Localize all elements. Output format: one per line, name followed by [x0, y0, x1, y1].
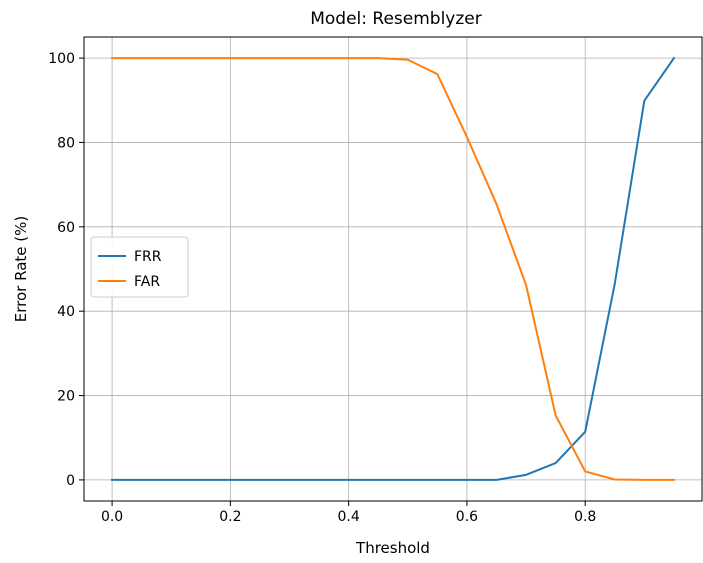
y-tick-label: 60 [57, 220, 75, 236]
y-tick-label: 100 [48, 51, 75, 67]
y-tick-label: 40 [57, 304, 75, 320]
series-line-far [111, 57, 675, 481]
legend: FRR FAR [90, 236, 189, 298]
legend-label-frr: FRR [134, 249, 162, 265]
x-tick-label: 0.8 [574, 509, 596, 525]
legend-label-far: FAR [134, 274, 160, 290]
axis-ticks: 0.0 0.2 0.4 0.6 0.8 0 20 40 60 80 100 [48, 51, 596, 525]
x-tick-label: 0.2 [219, 509, 241, 525]
x-tick-label: 0.0 [101, 509, 123, 525]
y-tick-label: 20 [57, 389, 75, 405]
x-tick-label: 0.6 [456, 509, 478, 525]
x-tick-label: 0.4 [338, 509, 360, 525]
plot-frame [83, 36, 703, 502]
series-line-frr [111, 56, 676, 481]
y-tick-label: 80 [57, 135, 75, 151]
plot-series [111, 56, 676, 481]
y-tick-label: 0 [66, 473, 75, 489]
x-axis-label: Threshold [355, 539, 430, 557]
chart-title: Model: Resemblyzer [310, 9, 482, 29]
y-axis-label: Error Rate (%) [12, 216, 30, 322]
